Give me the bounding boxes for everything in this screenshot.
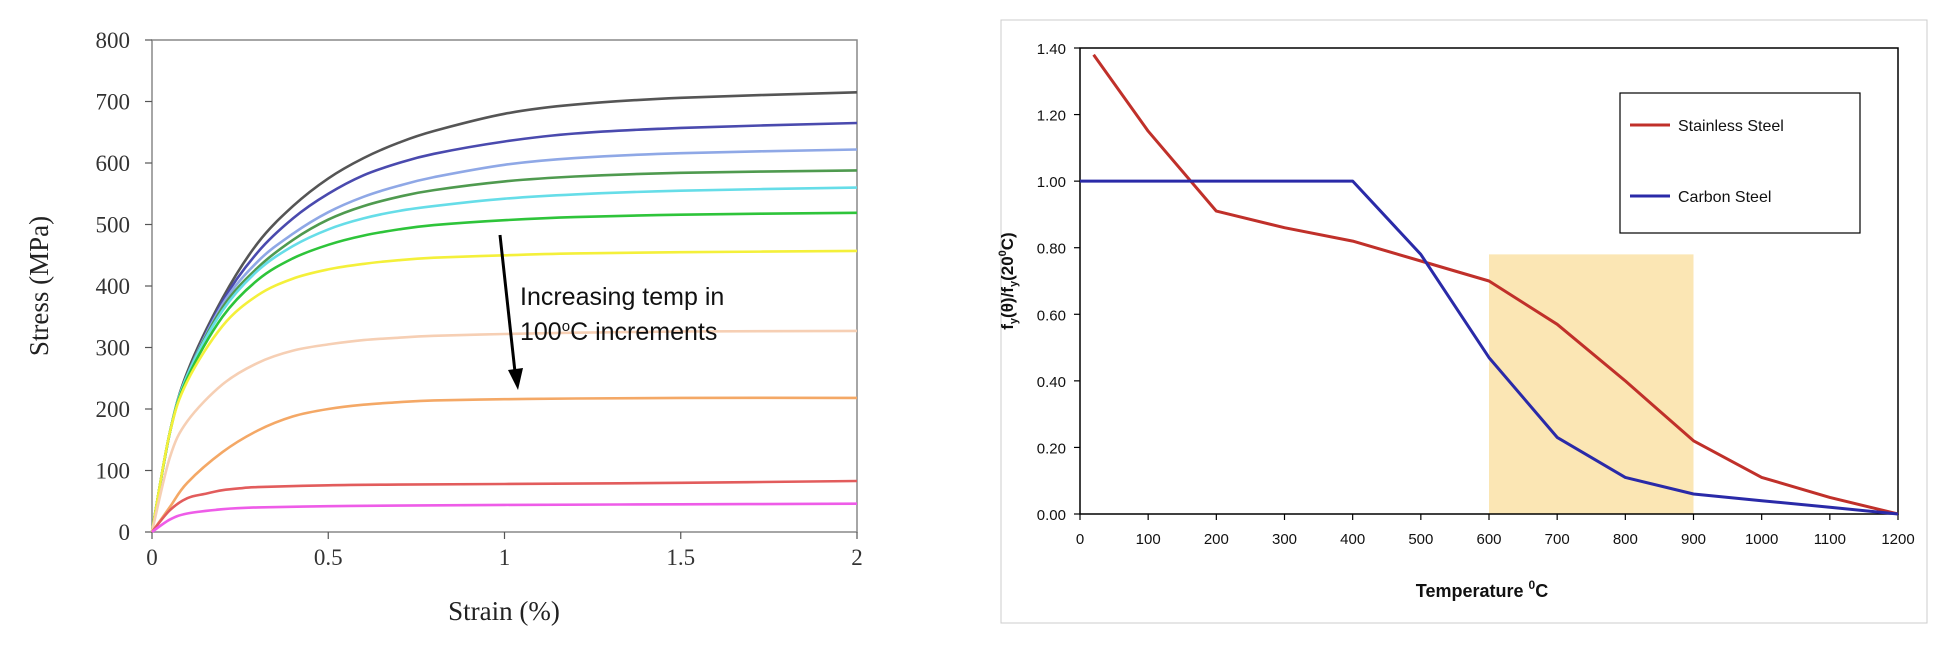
left-series-line [151,502,858,534]
right-series-group [1080,53,1899,516]
left-y-tick-label: 700 [96,90,131,115]
left-series-group [150,91,858,534]
right-y-tick-label: 1.00 [1037,174,1066,191]
right-y-tick-label: 0.40 [1037,374,1066,391]
annotation-line2: 100oC increments [520,318,717,346]
legend-box [1619,92,1861,234]
left-y-tick-label: 300 [96,336,131,361]
left-ticks: 0 0.5 1 1.5 2 0 100 200 300 400 500 600 700 800 [96,28,863,570]
right-x-tick-label: 600 [1476,531,1501,548]
left-y-tick-label: 600 [96,151,131,176]
increasing-temp-arrow [498,234,523,390]
left-x-tick-label: 2 [851,545,863,570]
right-x-tick-label: 300 [1272,531,1297,548]
left-x-tick-label: 0 [146,545,158,570]
right-y-tick-label: 0.60 [1037,307,1066,324]
stress-strain-chart: 0 0.5 1 1.5 2 0 100 200 300 400 500 600 700 800 Incre… [24,28,863,626]
right-x-tick-label: 800 [1613,531,1638,548]
right-x-tick-label: 700 [1545,531,1570,548]
right-x-tick-label: 900 [1681,531,1706,548]
right-y-axis-label: fy(θ)/fy(200C) [997,232,1020,329]
right-ticks: 0 100 200 300 400 500 600 700 800 900 1000 1100 1200… [1037,41,1915,548]
left-series-line [150,186,858,533]
right-x-axis-label: Temperature 0C [1416,578,1548,601]
right-y-tick-label: 0.20 [1037,440,1066,457]
left-y-axis-label: Stress (MPa) [24,216,54,356]
stainless-steel-line [1092,53,1899,516]
right-x-tick-label: 1000 [1745,531,1778,548]
right-y-tick-label: 0.80 [1037,241,1066,258]
highlight-band [1489,254,1694,514]
left-y-tick-label: 500 [96,213,131,238]
right-x-tick-label: 400 [1340,531,1365,548]
right-y-tick-label: 1.20 [1037,108,1066,125]
left-x-tick-label: 1 [499,545,511,570]
annotation-line1: Increasing temp in [520,283,724,311]
left-x-tick-label: 1.5 [666,545,695,570]
left-x-tick-label: 0.5 [314,545,343,570]
legend-label-carbon: Carbon Steel [1678,189,1771,206]
left-y-tick-label: 100 [96,459,131,484]
left-y-tick-label: 200 [96,397,131,422]
left-y-tick-label: 800 [96,28,131,53]
legend-label-stainless: Stainless Steel [1678,118,1784,135]
right-x-tick-label: 1100 [1814,531,1846,548]
right-x-tick-label: 100 [1136,531,1161,548]
right-x-tick-label: 0 [1076,531,1084,548]
right-y-tick-label: 0.00 [1037,507,1066,524]
left-x-axis-label: Strain (%) [448,596,560,626]
right-y-tick-label: 1.40 [1037,41,1066,58]
left-series-line [150,396,858,533]
right-x-tick-label: 500 [1408,531,1433,548]
left-series-line [150,249,858,533]
left-y-tick-label: 400 [96,274,131,299]
legend: Stainless Steel Carbon Steel [1619,92,1861,234]
right-x-tick-label: 1200 [1881,531,1914,548]
carbon-steel-line [1080,179,1899,516]
right-x-tick-label: 200 [1204,531,1229,548]
left-series-line [150,479,858,533]
left-y-tick-label: 0 [119,520,131,545]
yield-ratio-chart: 0 100 200 300 400 500 600 700 800 900 1000 1100 1200… [997,19,1928,624]
left-series-line [150,329,858,533]
left-series-line [150,211,858,533]
